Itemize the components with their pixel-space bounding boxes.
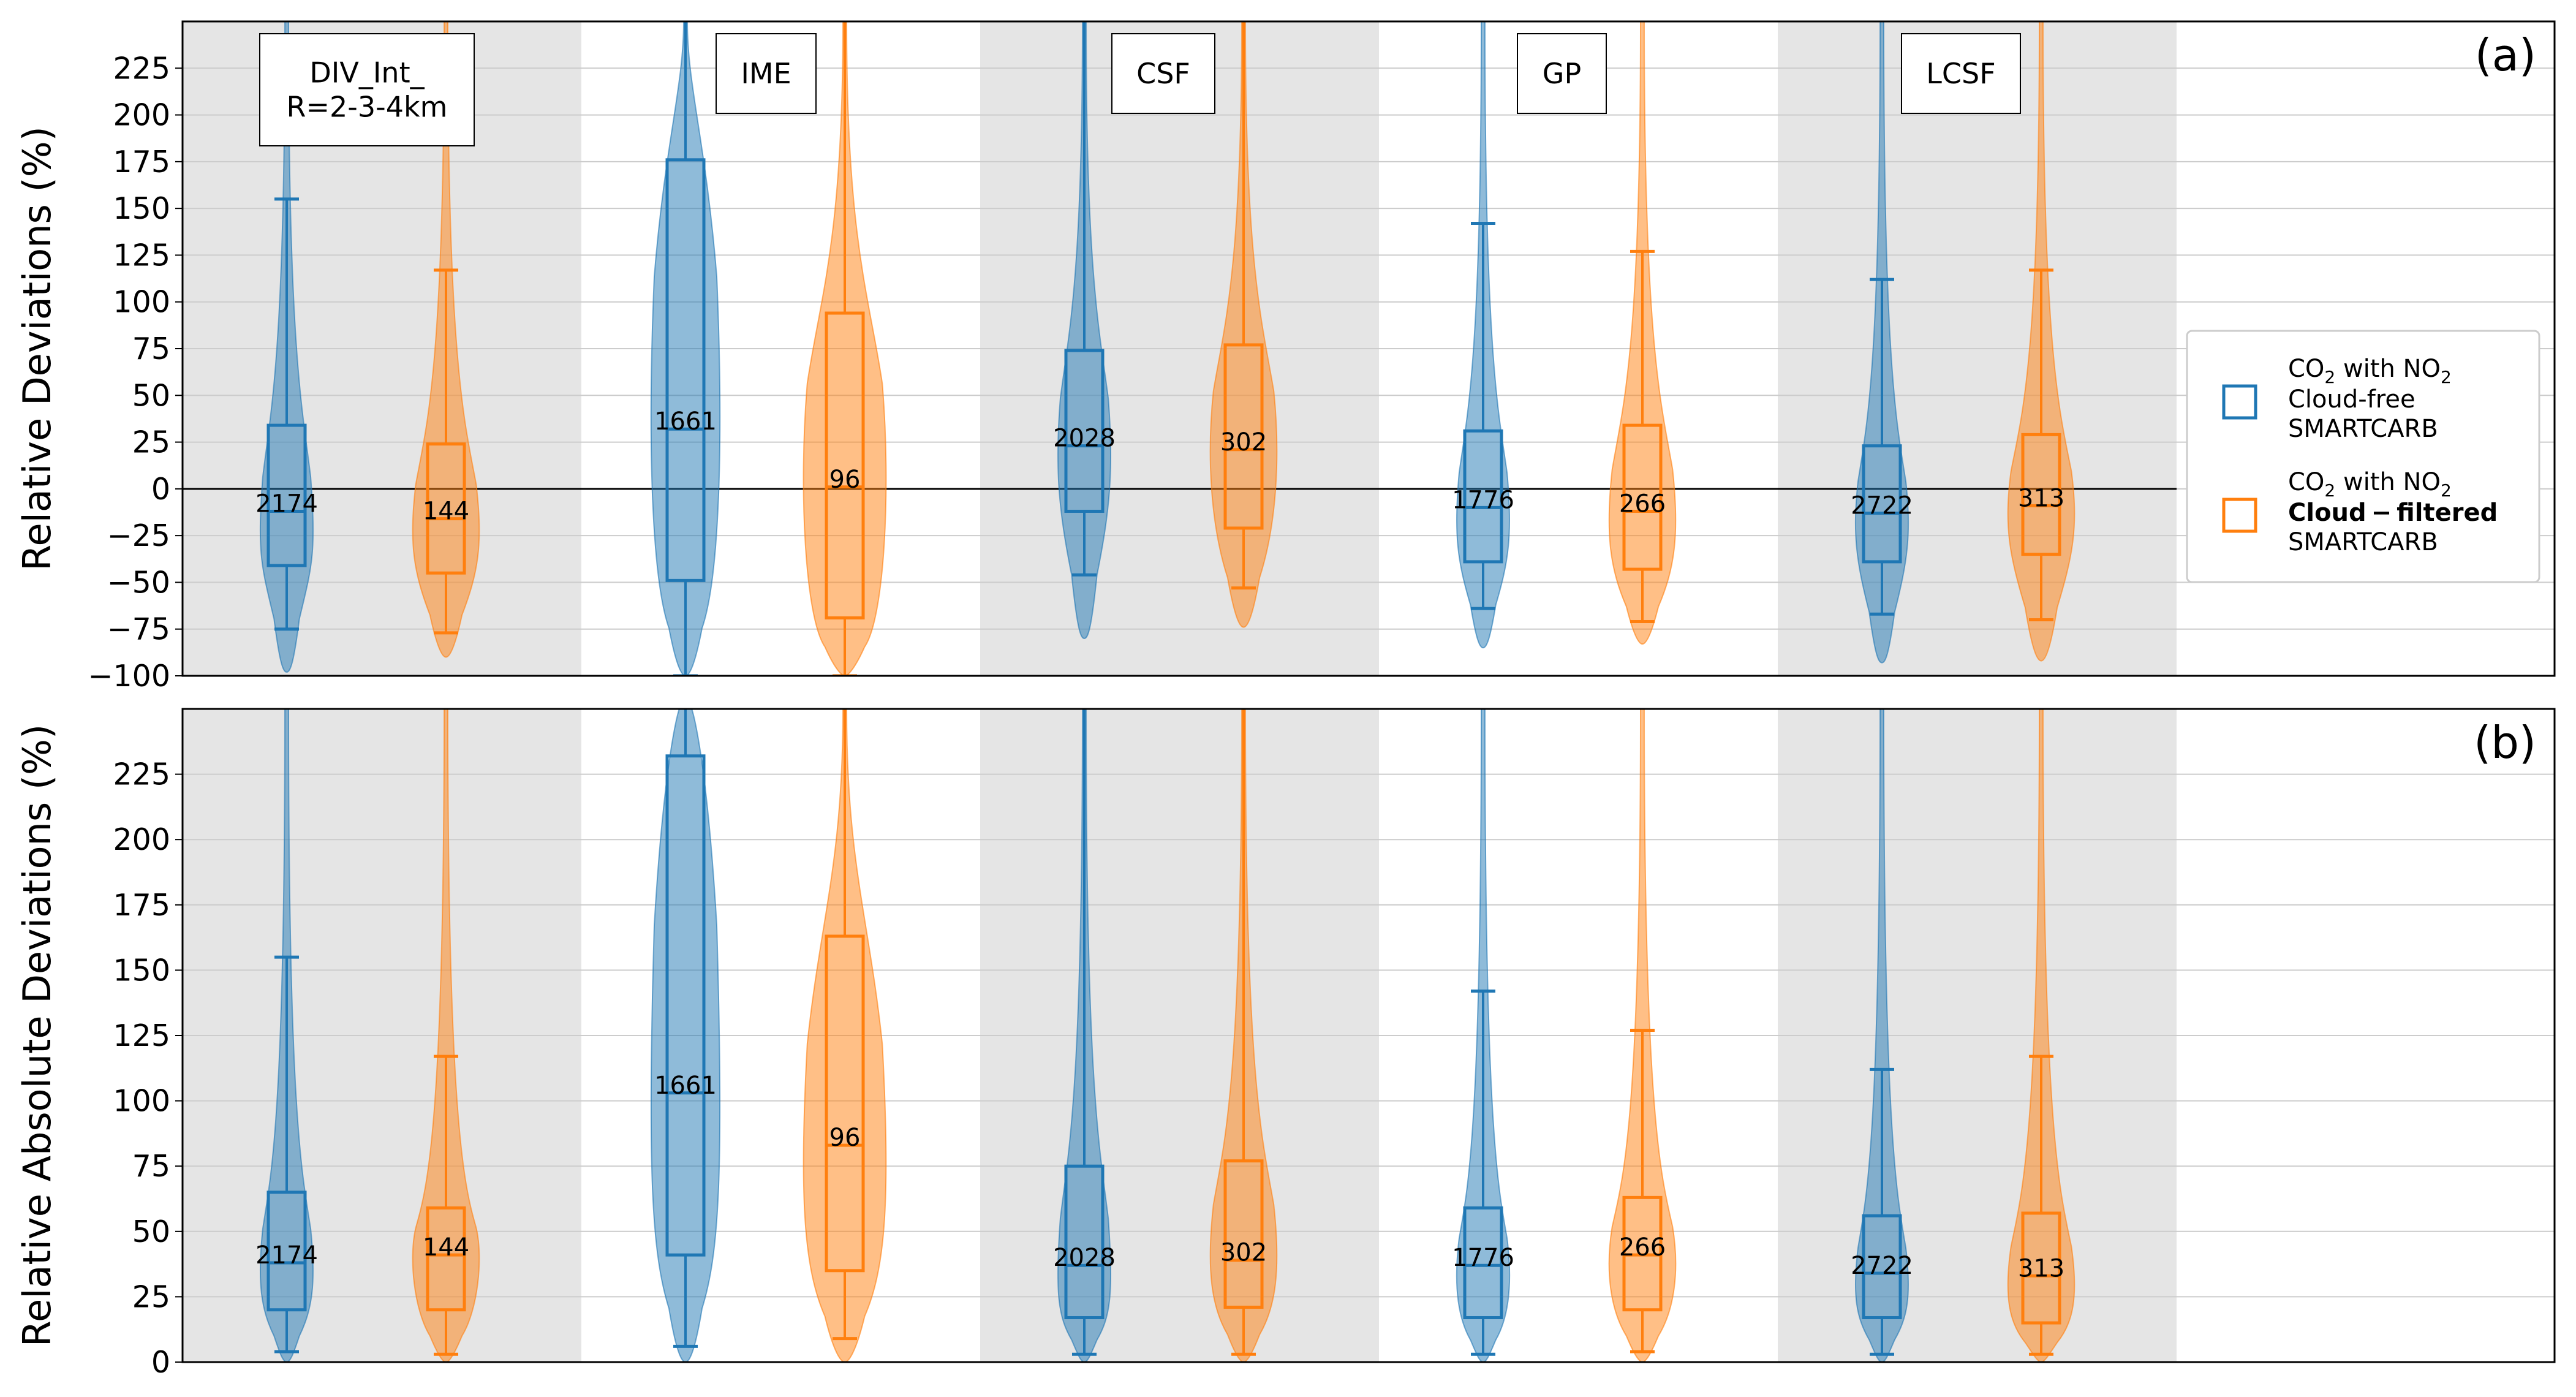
y-tick-label: 100: [113, 285, 170, 320]
box-iqr: [1463, 429, 1503, 564]
y-tick-label: 50: [132, 378, 170, 413]
sample-count-label: 302: [1220, 1239, 1267, 1267]
box-iqr: [426, 1206, 466, 1312]
sample-count-label: 1661: [654, 1072, 717, 1100]
box-iqr: [1862, 1214, 1902, 1320]
y-tick-label: 75: [132, 331, 170, 366]
y-tick-label: 175: [113, 888, 170, 923]
legend-frame: [2186, 330, 2540, 583]
box-iqr: [2021, 1211, 2061, 1325]
sample-count-label: 302: [1220, 428, 1267, 456]
legend-swatch-cloud_free: [2222, 384, 2257, 420]
y-tick-label: 200: [113, 98, 170, 133]
sample-count-label: 144: [423, 498, 469, 526]
legend-line-1: CO2 with NO2: [2288, 468, 2452, 501]
sample-count-label: 144: [423, 1233, 469, 1262]
panel-b-relative-absolute-deviations: 0 25 50 75 100 125 150 175 200 225 2174 144 1661 96 20…: [15, 708, 2556, 1380]
y-tick-label: 0: [151, 1345, 170, 1380]
box-iqr: [266, 1191, 307, 1312]
legend-line-3: SMARTCARB: [2288, 415, 2438, 443]
y-tick-label: 125: [113, 1018, 170, 1053]
y-tick-label: 25: [132, 425, 170, 460]
legend-swatch-cloud_filtered: [2222, 498, 2257, 533]
box-iqr: [1064, 1164, 1105, 1320]
y-tick-label: 25: [132, 1279, 170, 1314]
sample-count-label: 96: [829, 466, 861, 494]
y-tick-label: 225: [113, 51, 170, 86]
legend-line-1: CO2 with NO2: [2288, 355, 2452, 387]
method-label: IME: [741, 57, 791, 90]
legend-line-3: SMARTCARB: [2288, 528, 2438, 556]
y-tick-label: 100: [113, 1084, 170, 1119]
box-iqr: [825, 934, 865, 1273]
sample-count-label: 1776: [1452, 1244, 1514, 1272]
y-tick-label: 200: [113, 822, 170, 857]
sample-count-label: 2028: [1053, 1244, 1116, 1272]
plot-area: 2174 144 1661 96 2028 302 1776 266 2722 313: [255, 709, 2076, 1362]
method-label-box: [1111, 33, 1215, 114]
sample-count-label: 266: [1619, 490, 1666, 518]
sample-count-label: 313: [2018, 1254, 2064, 1282]
box-iqr: [2021, 433, 2061, 556]
legend-line-2: Cloud-free: [2288, 385, 2415, 414]
panel-label: (a): [2475, 29, 2536, 81]
panel-a-relative-deviations: −100 −75 −50 −25 0 25 50 75 100 125 150 175 200 225 21…: [15, 20, 2556, 694]
sample-count-label: 1661: [654, 407, 717, 436]
sample-count-label: 2174: [255, 490, 318, 518]
axes-frame: [181, 20, 2556, 677]
box-iqr: [1622, 423, 1663, 571]
y-tick-label: −25: [107, 518, 170, 553]
sample-count-label: 2722: [1851, 1252, 1913, 1280]
sample-count-label: 266: [1619, 1233, 1666, 1262]
box-iqr: [266, 423, 307, 567]
box-iqr: [1463, 1206, 1503, 1320]
method-label: GP: [1543, 57, 1581, 90]
method-label: DIV_Int_: [309, 56, 425, 89]
box-iqr: [426, 442, 466, 575]
method-label: CSF: [1136, 57, 1190, 90]
y-tick-label: 0: [151, 472, 170, 507]
method-label: LCSF: [1926, 57, 1995, 90]
sample-count-label: 96: [829, 1124, 861, 1152]
y-tick-label: 50: [132, 1214, 170, 1249]
method-label-box: [716, 33, 817, 114]
box-iqr: [1064, 349, 1105, 513]
y-tick-label: 150: [113, 953, 170, 988]
sample-count-label: 2722: [1851, 492, 1913, 520]
axes-frame: [181, 708, 2556, 1363]
plot-area: 2174 144 1661 96 2028 302 1776 266 2722 313: [255, 21, 2076, 676]
y-axis-title: Relative Absolute Deviations (%): [15, 724, 59, 1347]
sample-count-label: 1776: [1452, 486, 1514, 514]
y-tick-label: −50: [107, 565, 170, 600]
panel-label: (b): [2474, 717, 2536, 768]
y-tick-label: 75: [132, 1149, 170, 1184]
box-iqr: [665, 754, 706, 1257]
sample-count-label: 2174: [255, 1241, 318, 1270]
y-tick-label: 175: [113, 145, 170, 180]
method-label: R=2-3-4km: [287, 91, 448, 124]
sample-count-label: 2028: [1053, 425, 1116, 453]
method-label-box: [1517, 33, 1607, 114]
y-tick-label: −75: [107, 612, 170, 647]
y-axis-title: Relative Deviations (%): [15, 126, 59, 571]
box-iqr: [665, 158, 706, 582]
y-tick-label: −100: [88, 659, 170, 694]
y-tick-label: 225: [113, 757, 170, 792]
box-iqr: [1223, 1159, 1264, 1309]
box-iqr: [825, 311, 865, 619]
method-label-box: [1901, 33, 2021, 114]
box-iqr: [1223, 343, 1264, 530]
y-tick-label: 125: [113, 238, 170, 273]
method-label-box: [259, 33, 475, 146]
box-iqr: [1862, 444, 1902, 564]
legend-line-2: Cloud − filtered: [2288, 499, 2498, 527]
y-tick-label: 150: [113, 191, 170, 226]
sample-count-label: 313: [2018, 484, 2064, 512]
